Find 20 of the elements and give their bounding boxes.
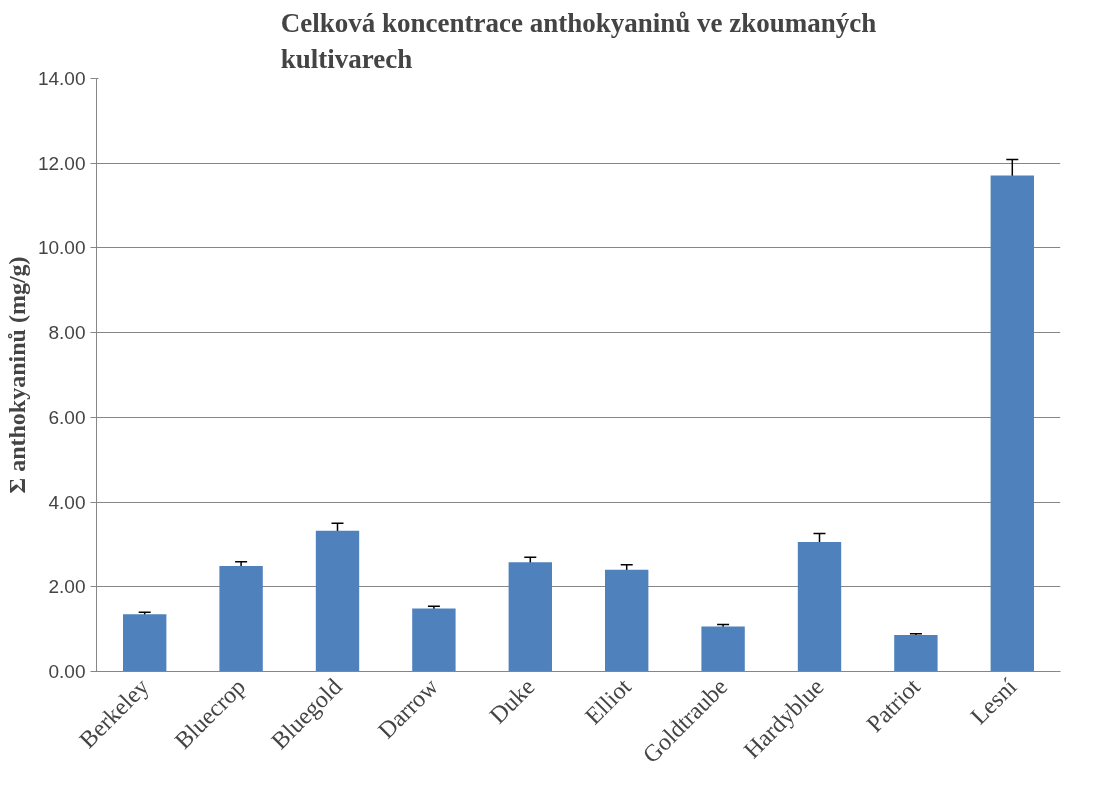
y-tick-label: 2.00 [48, 576, 86, 598]
bar [412, 608, 456, 672]
bar [123, 614, 167, 672]
bar [701, 626, 745, 672]
y-tick-label: 8.00 [48, 322, 86, 344]
bar [990, 175, 1034, 672]
bar [508, 562, 552, 672]
y-tick-label: 12.00 [37, 152, 86, 174]
bar [219, 566, 263, 672]
bar [894, 635, 938, 672]
y-tick-label: 6.00 [48, 406, 86, 428]
bar [315, 530, 360, 672]
y-tick-label: 4.00 [48, 491, 86, 513]
y-axis-title: Σ anthokyaninů (mg/g) [3, 256, 30, 494]
bar [605, 569, 649, 672]
y-tick-label: 10.00 [37, 237, 86, 259]
y-tick-label: 14.00 [37, 68, 86, 89]
chart-title: Celková koncentrace anthokyaninů ve zkoumaných kultivarech [280, 7, 877, 74]
y-tick-label: 0.00 [48, 661, 86, 682]
bar [797, 541, 842, 672]
